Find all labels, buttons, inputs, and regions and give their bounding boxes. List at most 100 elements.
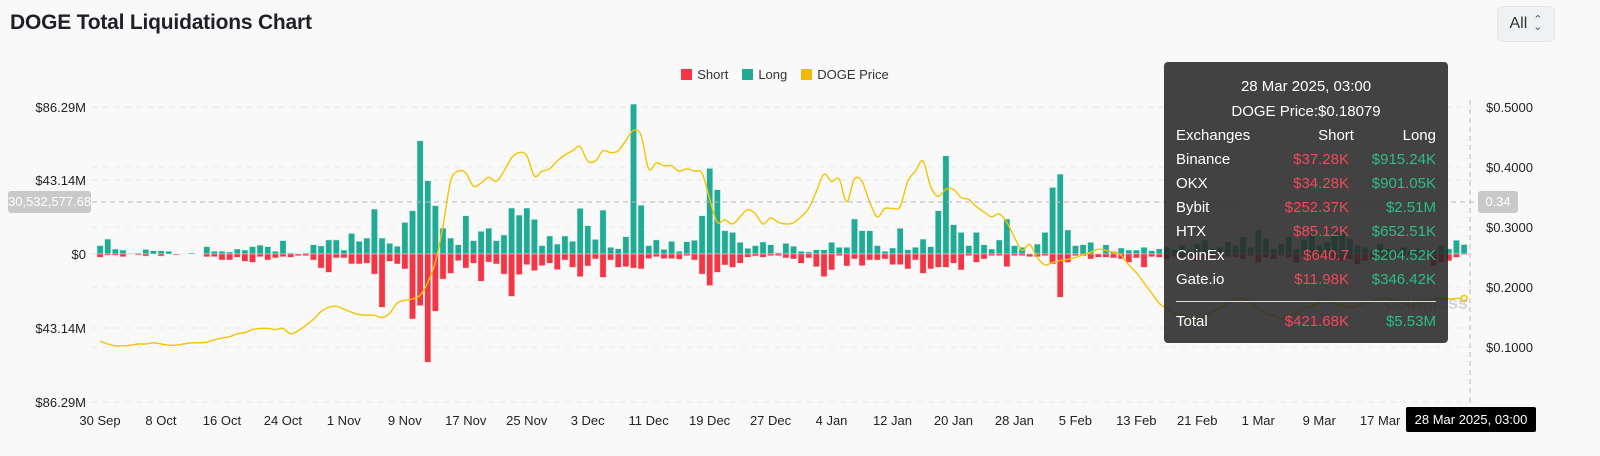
long-bar[interactable] [355, 241, 363, 255]
short-bar[interactable] [630, 253, 637, 269]
long-bar[interactable] [881, 251, 889, 255]
short-bar[interactable] [142, 253, 150, 257]
short-bar[interactable] [607, 253, 614, 261]
short-bar[interactable] [973, 253, 980, 263]
short-bar[interactable] [378, 253, 386, 308]
long-bar[interactable] [782, 243, 790, 255]
short-bar[interactable] [279, 253, 287, 257]
legend-item-short[interactable]: Short [681, 67, 728, 82]
long-bar[interactable] [805, 251, 813, 255]
long-bar[interactable] [233, 248, 241, 255]
long-bar[interactable] [653, 239, 660, 255]
short-bar[interactable] [500, 253, 508, 275]
short-bar[interactable] [432, 253, 439, 312]
short-bar[interactable] [744, 253, 752, 258]
long-bar[interactable] [820, 249, 828, 255]
long-bar[interactable] [264, 246, 272, 255]
short-bar[interactable] [653, 253, 660, 257]
short-bar[interactable] [1155, 253, 1163, 258]
short-bar[interactable] [759, 253, 767, 258]
long-bar[interactable] [1117, 247, 1125, 255]
short-bar[interactable] [1056, 253, 1064, 298]
short-bar[interactable] [386, 253, 394, 262]
long-bar[interactable] [432, 205, 439, 255]
short-bar[interactable] [416, 253, 424, 306]
long-bar[interactable] [660, 249, 668, 255]
long-bar[interactable] [310, 244, 317, 255]
long-bar[interactable] [1148, 250, 1156, 255]
short-bar[interactable] [134, 253, 142, 256]
short-bar[interactable] [691, 253, 698, 261]
long-bar[interactable] [599, 209, 607, 255]
short-bar[interactable] [584, 253, 592, 267]
short-bar[interactable] [576, 253, 584, 277]
short-bar[interactable] [774, 253, 782, 256]
short-bar[interactable] [675, 253, 683, 260]
long-bar[interactable] [1453, 240, 1460, 255]
long-bar[interactable] [424, 180, 432, 255]
short-bar[interactable] [256, 253, 264, 257]
short-bar[interactable] [317, 253, 325, 269]
long-bar[interactable] [576, 208, 584, 255]
long-bar[interactable] [477, 231, 485, 255]
long-bar[interactable] [942, 155, 950, 255]
long-bar[interactable] [104, 238, 112, 255]
short-bar[interactable] [272, 253, 279, 259]
short-bar[interactable] [249, 253, 256, 263]
long-bar[interactable] [828, 242, 835, 255]
long-bar[interactable] [272, 251, 279, 255]
short-bar[interactable] [1110, 253, 1117, 259]
long-bar[interactable] [508, 207, 515, 255]
short-bar[interactable] [218, 253, 226, 261]
short-bar[interactable] [119, 253, 127, 257]
short-bar[interactable] [904, 253, 912, 270]
long-bar[interactable] [980, 244, 988, 255]
long-bar[interactable] [96, 245, 104, 255]
long-bar[interactable] [729, 232, 736, 255]
short-bar[interactable] [797, 253, 805, 264]
long-bar[interactable] [630, 103, 637, 255]
short-bar[interactable] [157, 253, 165, 257]
short-bar[interactable] [454, 253, 462, 261]
long-bar[interactable] [119, 249, 127, 255]
long-bar[interactable] [1049, 187, 1056, 255]
long-bar[interactable] [127, 253, 134, 255]
short-bar[interactable] [851, 253, 858, 260]
long-bar[interactable] [393, 246, 401, 255]
short-bar[interactable] [1125, 253, 1133, 263]
long-bar[interactable] [912, 247, 919, 255]
short-bar[interactable] [645, 253, 653, 259]
long-bar[interactable] [584, 225, 592, 255]
short-bar[interactable] [988, 253, 995, 256]
long-bar[interactable] [858, 230, 866, 255]
long-bar[interactable] [843, 247, 851, 255]
long-bar[interactable] [218, 251, 226, 255]
long-bar[interactable] [150, 250, 157, 255]
long-bar[interactable] [485, 228, 493, 255]
long-bar[interactable] [736, 242, 744, 255]
short-bar[interactable] [736, 253, 744, 264]
short-bar[interactable] [424, 253, 432, 363]
short-bar[interactable] [668, 253, 675, 259]
short-bar[interactable] [492, 253, 500, 265]
short-bar[interactable] [790, 253, 797, 260]
long-bar[interactable] [492, 240, 500, 255]
long-bar[interactable] [645, 245, 653, 255]
long-bar[interactable] [797, 251, 805, 255]
short-bar[interactable] [950, 253, 957, 264]
short-bar[interactable] [515, 253, 523, 275]
long-bar[interactable] [1041, 232, 1049, 255]
short-bar[interactable] [462, 253, 470, 269]
long-bar[interactable] [683, 241, 691, 255]
short-bar[interactable] [1140, 253, 1148, 268]
long-bar[interactable] [1140, 247, 1148, 255]
long-bar[interactable] [835, 247, 843, 255]
long-bar[interactable] [988, 248, 995, 255]
short-bar[interactable] [1087, 253, 1095, 260]
short-bar[interactable] [310, 253, 317, 261]
long-bar[interactable] [371, 208, 378, 255]
short-bar[interactable] [409, 253, 416, 320]
long-bar[interactable] [759, 241, 767, 255]
long-bar[interactable] [256, 244, 264, 255]
